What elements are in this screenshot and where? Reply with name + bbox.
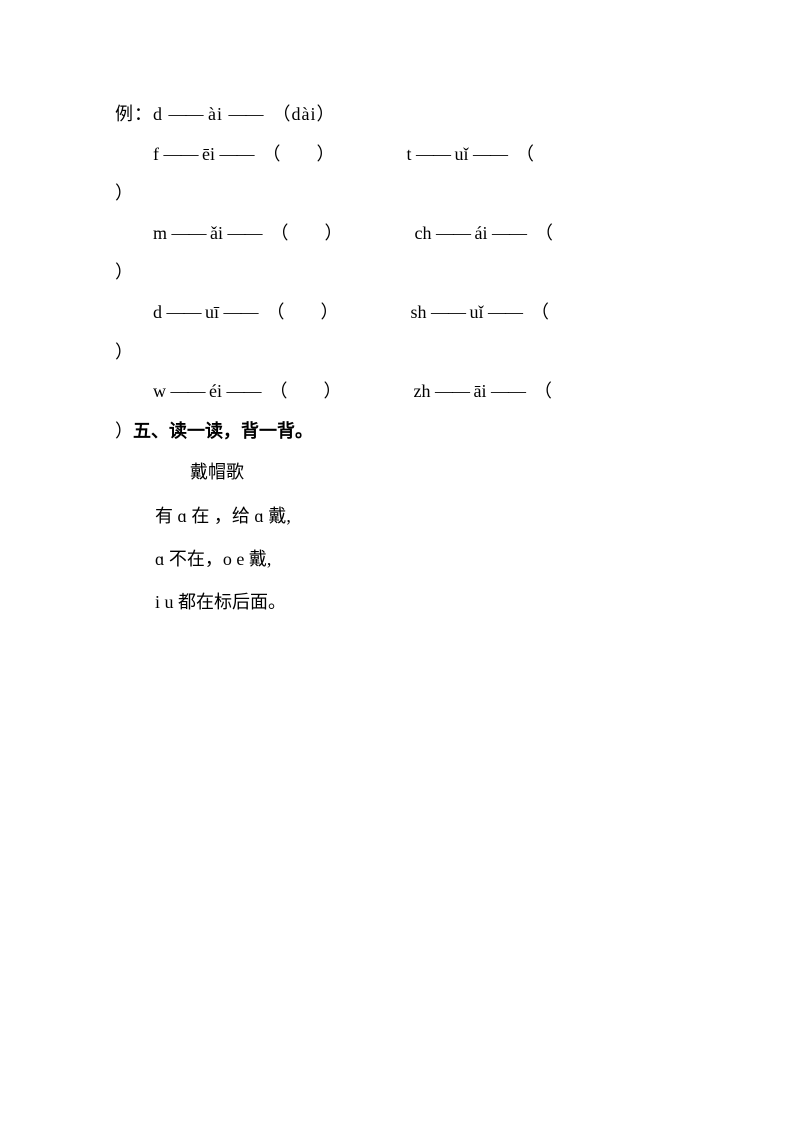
example-result: （dài）	[282, 104, 336, 124]
final: uǐ	[470, 302, 484, 322]
example-initial: d	[153, 104, 163, 124]
exercise-right: t —— uǐ —— （	[335, 135, 535, 175]
dash: ——	[220, 144, 254, 164]
blank: （	[544, 223, 553, 243]
final: ǎi	[210, 223, 223, 243]
dash: ——	[227, 381, 261, 401]
exercise-row-3: d —— uī —— （ ） sh —— uǐ —— （	[115, 293, 685, 333]
poem-title: 戴帽歌	[115, 451, 685, 494]
exercise-left: f —— ēi —— （ ）	[115, 135, 335, 175]
blank: （	[525, 144, 534, 164]
dash: ——	[435, 381, 469, 401]
example-line: 例：d —— ài —— （dài）	[115, 95, 685, 135]
poem-line-3: i u 都在标后面。	[115, 581, 685, 624]
final: éi	[209, 381, 222, 401]
dash: ——	[491, 381, 525, 401]
final: ái	[475, 223, 488, 243]
initial: ch	[415, 223, 432, 243]
dash: ——	[164, 144, 198, 164]
exercise-row-2: m —— ǎi —— （ ） ch —— ái —— （	[115, 214, 685, 254]
close-paren: ）	[115, 174, 685, 214]
blank: （ ）	[276, 302, 339, 322]
close-paren: ）	[115, 253, 685, 293]
dash: ——	[229, 104, 263, 124]
close-paren: ）	[115, 421, 133, 441]
dash: ——	[167, 302, 201, 322]
exercise-right: ch —— ái —— （	[343, 214, 554, 254]
initial: d	[153, 302, 162, 322]
dash: ——	[488, 302, 522, 322]
blank: （	[543, 381, 552, 401]
exercise-left: m —— ǎi —— （ ）	[115, 214, 343, 254]
exercise-row-1: f —— ēi —— （ ） t —— uǐ —— （	[115, 135, 685, 175]
blank: （	[540, 302, 549, 322]
poem-line-2: ɑ 不在，o e 戴,	[115, 538, 685, 581]
dash: ——	[473, 144, 507, 164]
blank: （ ）	[272, 144, 335, 164]
exercise-right: zh —— āi —— （	[342, 372, 553, 412]
example-final: ài	[208, 104, 223, 124]
final: āi	[474, 381, 487, 401]
exercise-left: d —— uī —— （ ）	[115, 293, 339, 333]
dash: ——	[436, 223, 470, 243]
dash: ——	[228, 223, 262, 243]
dash: ——	[171, 381, 205, 401]
initial: f	[153, 144, 159, 164]
final: uī	[205, 302, 219, 322]
exercise-row-4: w —— éi —— （ ） zh —— āi —— （	[115, 372, 685, 412]
initial: zh	[414, 381, 431, 401]
dash: ——	[492, 223, 526, 243]
final: uǐ	[455, 144, 469, 164]
dash: ——	[431, 302, 465, 322]
poem-line-1: 有 ɑ 在 ，给 ɑ 戴,	[115, 495, 685, 538]
initial: w	[153, 381, 166, 401]
blank: （ ）	[280, 223, 343, 243]
section-title: 五、读一读，背一背。	[133, 421, 313, 441]
dash: ——	[416, 144, 450, 164]
initial: t	[407, 144, 412, 164]
final: ēi	[202, 144, 215, 164]
close-paren: ）	[115, 333, 685, 373]
dash: ——	[172, 223, 206, 243]
dash: ——	[224, 302, 258, 322]
initial: sh	[411, 302, 427, 322]
exercise-right: sh —— uǐ —— （	[339, 293, 550, 333]
dash: ——	[169, 104, 203, 124]
last-close-and-title: ）五、读一读，背一背。	[115, 412, 685, 452]
blank: （ ）	[279, 381, 342, 401]
example-label: 例：	[115, 104, 153, 124]
initial: m	[153, 223, 167, 243]
exercise-left: w —— éi —— （ ）	[115, 372, 342, 412]
